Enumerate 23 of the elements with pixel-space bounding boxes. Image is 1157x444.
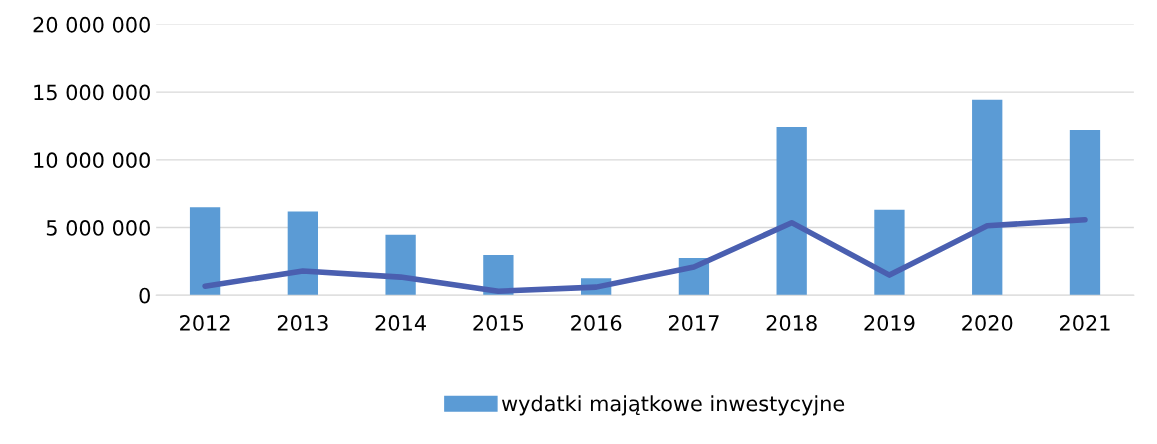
- x-tick-label: 2021: [1059, 315, 1110, 331]
- x-tick-label: 2017: [668, 315, 719, 331]
- y-tick-label: 10 000 000: [34, 152, 150, 169]
- x-tick-label: 2012: [180, 315, 230, 331]
- x-tick-label: 2014: [375, 315, 426, 331]
- bar: [972, 99, 1003, 296]
- y-tick-label: 20 000 000: [33, 16, 150, 33]
- bar: [776, 126, 807, 296]
- bar: [1069, 130, 1101, 296]
- x-tick-label: 2013: [277, 315, 328, 331]
- y-tick-label: 15 000 000: [34, 84, 150, 101]
- bar: [287, 211, 318, 296]
- x-tick-label: 2016: [571, 315, 622, 331]
- x-tick-label: 2018: [766, 315, 817, 331]
- bar: [189, 207, 221, 296]
- y-tick-label: 5 000 000: [46, 220, 150, 236]
- y-tick-label: 0: [139, 287, 150, 304]
- x-tick-label: 2020: [962, 315, 1013, 331]
- bar: [874, 209, 905, 296]
- x-tick-label: 2015: [473, 315, 524, 331]
- bar: [385, 234, 416, 296]
- x-tick-label: 2019: [864, 315, 915, 331]
- legend-label: wydatki majątkowe inwestycyjne: [501, 395, 845, 416]
